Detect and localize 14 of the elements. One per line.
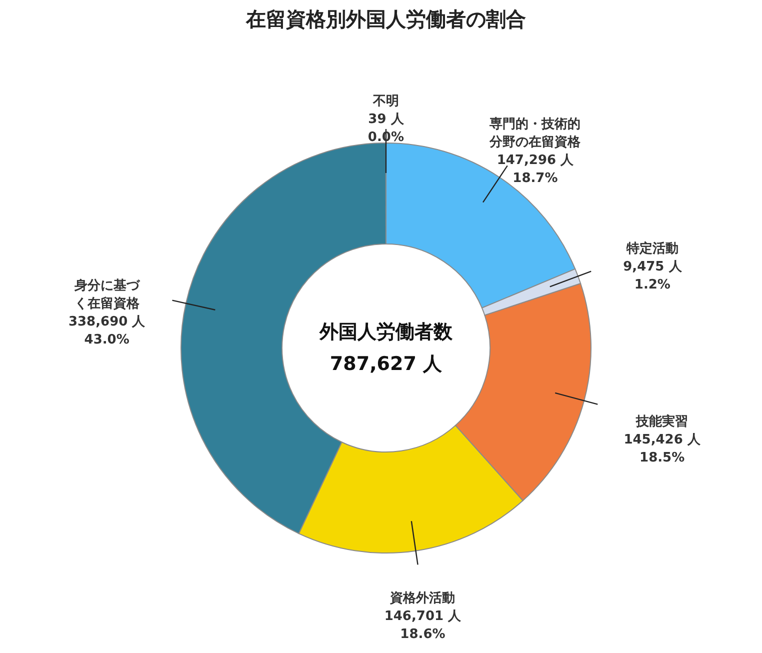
slice-label: 不明 <box>372 94 399 109</box>
text: 787,627 人 <box>330 353 444 375</box>
slice-label: 技能実習 <box>635 413 688 430</box>
slice-label: 特定活動 <box>625 240 678 256</box>
slice-label: 資格外活動 <box>389 591 456 606</box>
data-label: 338,690 人 43.0% <box>68 314 146 348</box>
slice-label: 専門的・技術的分野の在留資格 <box>488 116 582 150</box>
data-label: 9,475 人 1.2% <box>623 259 683 292</box>
chart-title: 在留資格別外国人労働者の割合 <box>245 7 526 31</box>
data-label: 146,701 人 18.6% <box>384 609 462 642</box>
data-label: 145,426 人 18.5% <box>624 432 702 466</box>
data-label: 147,296 人 18.7% <box>496 152 575 186</box>
slice-label: 身分に基づく在留資格 <box>73 278 140 312</box>
text: 外国人労働者数 <box>318 321 454 343</box>
